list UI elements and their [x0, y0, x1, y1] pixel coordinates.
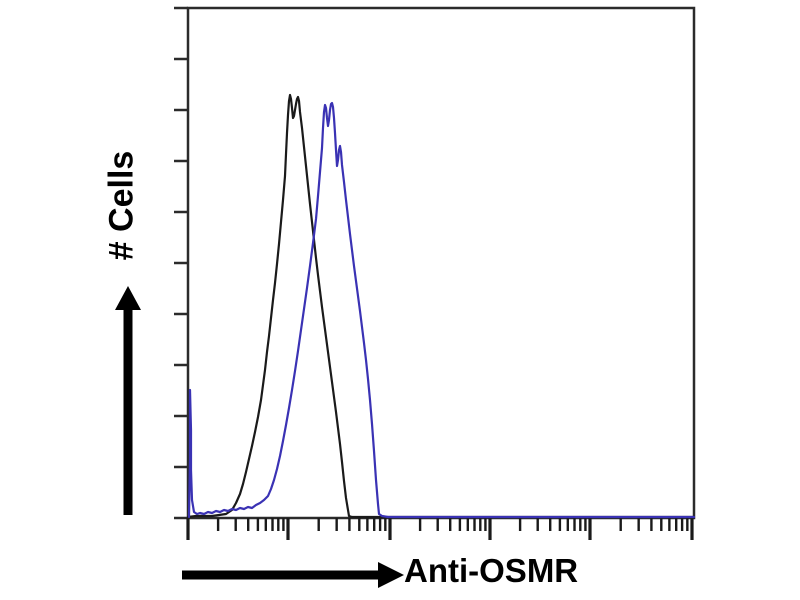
plot-frame	[186, 6, 696, 520]
x-axis-label-text: Anti-OSMR	[404, 552, 579, 589]
x-axis-arrow	[182, 562, 404, 588]
y-axis-label: # Cells	[92, 120, 152, 290]
trace-anti-OSMR	[187, 101, 696, 519]
y-axis-arrow	[115, 286, 141, 515]
y-axis-ticks	[174, 6, 188, 520]
x-axis-ticks	[186, 518, 694, 540]
histogram-traces	[186, 93, 696, 519]
trace-control	[186, 93, 696, 519]
y-axis-label-text: # Cells	[102, 150, 141, 260]
